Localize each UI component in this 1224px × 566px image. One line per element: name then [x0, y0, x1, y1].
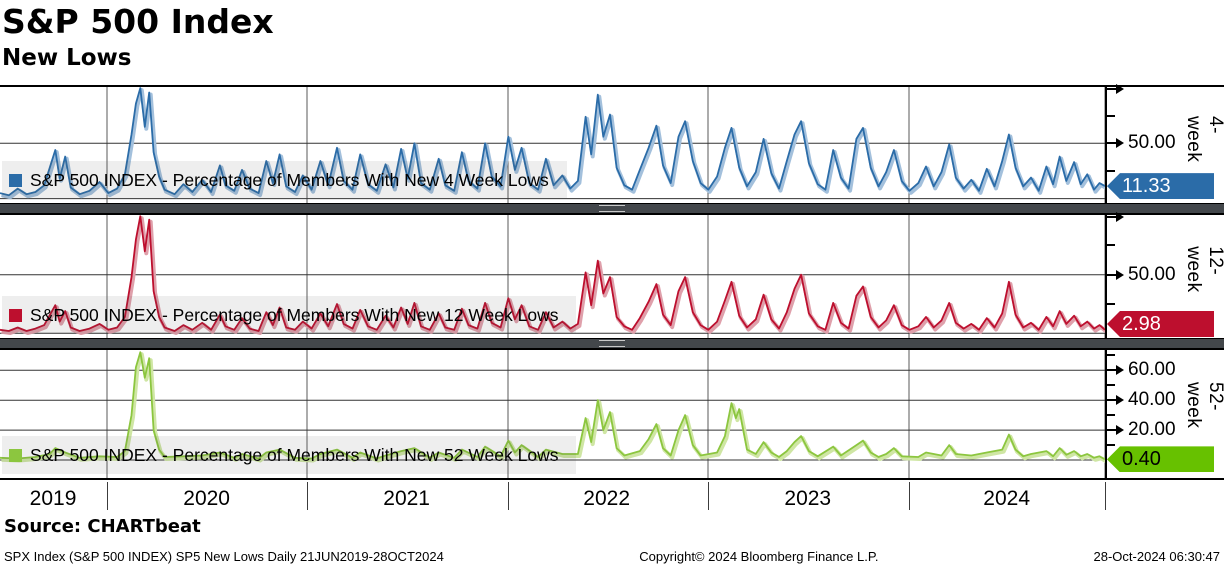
axis-tick: 50.00 [1107, 132, 1176, 154]
panel-52week: S&P 500 INDEX - Percentage of Members Wi… [0, 350, 1224, 480]
axis-top-arrow-icon [1107, 84, 1124, 94]
axis-minor-tick [1107, 169, 1115, 172]
panel-divider[interactable] [0, 203, 1224, 215]
x-axis-year-label: 2020 [183, 487, 230, 510]
divider-grip-icon [599, 340, 625, 347]
plot-52week[interactable]: S&P 500 INDEX - Percentage of Members Wi… [0, 350, 1105, 478]
legend-52week[interactable]: S&P 500 INDEX - Percentage of Members Wi… [2, 436, 577, 474]
plot-4week[interactable]: S&P 500 INDEX - Percentage of Members Wi… [0, 87, 1105, 203]
x-axis-year-label: 2023 [784, 487, 832, 510]
footer-ticker-info: SPX Index (S&P 500 INDEX) SP5 New Lows D… [4, 549, 444, 564]
footer: SPX Index (S&P 500 INDEX) SP5 New Lows D… [0, 549, 1224, 566]
x-axis-tick [707, 482, 709, 510]
x-axis: 2019 2020 2021 2022 2023 2024 [0, 482, 1224, 516]
value-tag-52week[interactable]: 0.40 [1107, 446, 1214, 473]
series-line [0, 351, 1105, 461]
footer-copyright: Copyright© 2024 Bloomberg Finance L.P. [639, 549, 879, 564]
x-axis-year-label: 2021 [383, 487, 430, 510]
axis-name-12week: 12-week [1183, 245, 1224, 293]
axis-top-arrow-icon [1107, 212, 1124, 222]
axis-tick: 50.00 [1107, 264, 1176, 286]
x-axis-tick [306, 482, 308, 510]
axis-tick-label: 40.00 [1128, 389, 1176, 411]
series-52week-svg [0, 350, 1105, 478]
value-tag-12week[interactable]: 2.98 [1107, 311, 1214, 337]
axis-name-52week: 52-week [1183, 382, 1224, 429]
page-title: S&P 500 Index [2, 2, 274, 41]
legend-12week[interactable]: S&P 500 INDEX - Percentage of Members Wi… [2, 296, 577, 334]
right-axis-12week: 2.98 12-week 50.00 [1105, 212, 1224, 338]
x-axis-tick [908, 482, 910, 510]
axis-tick: 60.00 [1107, 359, 1176, 381]
panel-12week: S&P 500 INDEX - Percentage of Members Wi… [0, 212, 1224, 338]
page-subtitle: New Lows [2, 45, 132, 71]
axis-minor-tick [1107, 303, 1115, 306]
source-label: Source: CHARTbeat [4, 516, 201, 537]
x-axis-tick [106, 482, 108, 510]
axis-minor-tick [1107, 354, 1115, 357]
legend-label-4week: S&P 500 INDEX - Percentage of Members Wi… [30, 169, 549, 190]
series-12week-svg [0, 215, 1105, 338]
axis-minor-tick [1107, 444, 1115, 447]
axis-tick-label: 50.00 [1128, 132, 1176, 154]
axis-minor-tick [1107, 114, 1115, 117]
x-axis-tick [1105, 482, 1106, 510]
divider-grip-icon [599, 205, 625, 212]
legend-4week[interactable]: S&P 500 INDEX - Percentage of Members Wi… [2, 161, 567, 199]
x-axis-year-label: 2024 [983, 487, 1030, 510]
panel-4week: S&P 500 INDEX - Percentage of Members Wi… [0, 84, 1224, 203]
value-tag-4week[interactable]: 11.33 [1107, 173, 1214, 200]
axis-minor-tick [1107, 384, 1115, 387]
series-4week-svg [0, 87, 1105, 203]
axis-tick-label: 60.00 [1128, 359, 1176, 381]
legend-swatch-4week-icon [9, 173, 22, 187]
footer-timestamp: 28-Oct-2024 06:30:47 [1093, 549, 1220, 564]
right-axis-4week: 11.33 4-week 50.00 [1105, 84, 1224, 203]
axis-minor-tick [1107, 244, 1115, 247]
axis-tick: 20.00 [1107, 419, 1176, 441]
axis-tick-label: 20.00 [1128, 419, 1176, 441]
panel-divider[interactable] [0, 338, 1224, 350]
chart-area: S&P 500 INDEX - Percentage of Members Wi… [0, 84, 1224, 480]
x-axis-year-label: 2019 [29, 487, 77, 510]
legend-swatch-12week-icon [9, 308, 22, 322]
axis-minor-tick [1107, 414, 1115, 417]
series-line [0, 87, 1105, 197]
legend-label-52week: S&P 500 INDEX - Percentage of Members Wi… [30, 444, 559, 465]
axis-tick-label: 50.00 [1128, 263, 1176, 285]
series-line [0, 215, 1105, 332]
plot-12week[interactable]: S&P 500 INDEX - Percentage of Members Wi… [0, 215, 1105, 338]
axis-name-4week: 4-week [1183, 116, 1224, 163]
axis-tick: 40.00 [1107, 389, 1176, 411]
legend-swatch-52week-icon [9, 448, 22, 462]
right-axis-52week: 0.40 52-week 60.00 40.00 20.00 [1105, 350, 1224, 478]
x-axis-year-label: 2022 [583, 487, 630, 510]
legend-label-12week: S&P 500 INDEX - Percentage of Members Wi… [30, 304, 559, 325]
x-axis-tick [507, 482, 509, 510]
